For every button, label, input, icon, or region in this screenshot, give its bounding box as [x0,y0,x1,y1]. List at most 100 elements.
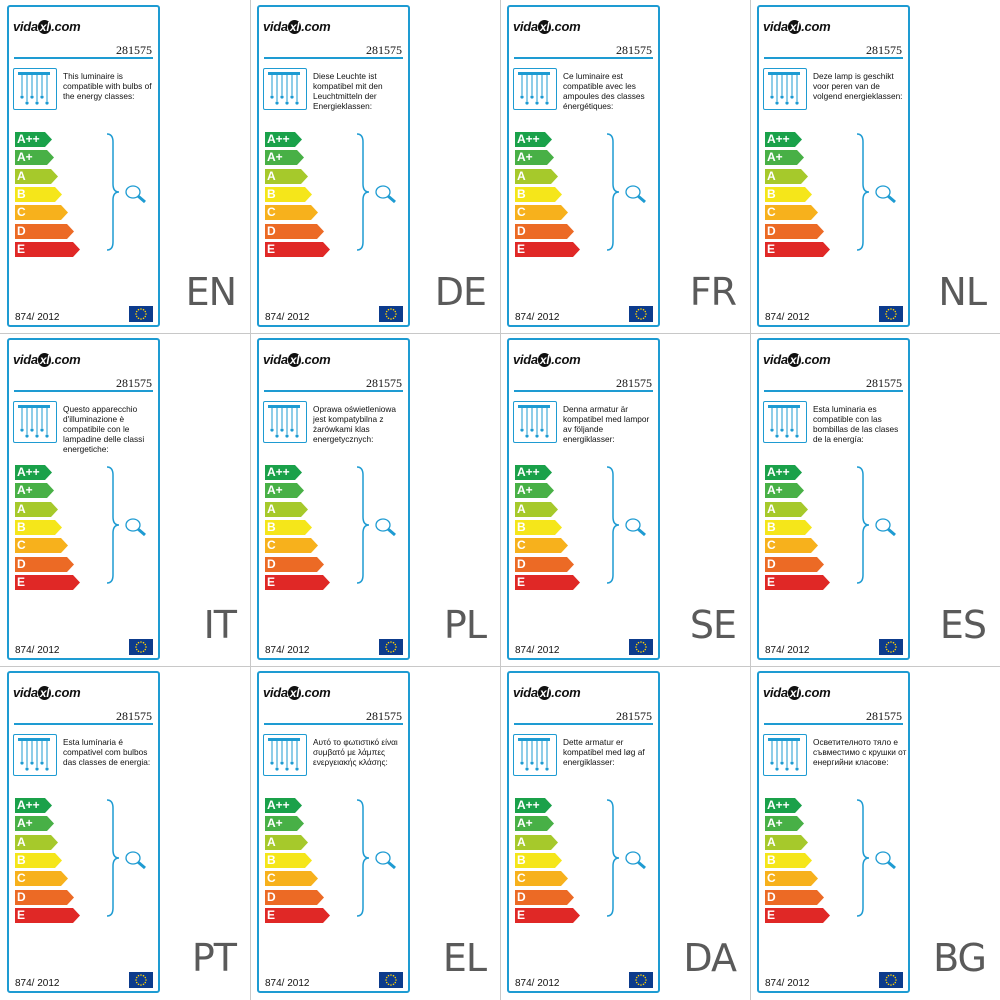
bracket-icon [606,466,620,584]
energy-class-Aplus: A+ [15,150,71,166]
energy-class-letter: B [767,519,776,534]
energy-class-letter: B [767,852,776,867]
energy-class-letter: A+ [17,150,33,165]
energy-class-letter: C [17,871,26,886]
bulb-icon [875,518,896,537]
brand-logo-pre: vida [513,19,538,34]
energy-class-arrow [15,907,80,923]
eu-flag-icon [129,972,153,988]
bulb-icon [875,185,896,204]
brand-logo-post: .com [551,19,581,34]
language-code: SE [689,603,737,647]
brand-logo-pre: vida [763,685,788,700]
energy-class-C: C [265,205,321,221]
energy-class-arrow [765,132,802,147]
energy-class-arrow [265,816,304,832]
energy-class-arrow [265,574,330,590]
language-code: BG [933,936,987,980]
brand-logo-mark: xl [537,20,552,34]
energy-class-Aplus: A+ [765,483,821,499]
eu-flag-icon [379,306,403,322]
energy-class-C: C [515,538,571,554]
energy-class-letter: B [17,519,26,534]
energy-class-arrow [765,574,830,590]
energy-class-letter: A [517,834,526,849]
bracket-icon [606,799,620,917]
label-cell: vida xl .com 281575 Questo apparecchio d'ill… [0,333,250,666]
eu-flag-icon [879,639,903,655]
energy-label-card: vida xl .com 281575 Esta lumínaria é compati… [7,671,160,993]
energy-class-letter: A+ [517,483,533,498]
energy-class-letter: A [517,501,526,516]
energy-class-A: A [515,501,571,517]
energy-class-letter: E [267,574,276,589]
brand-logo: vida xl .com [13,685,81,700]
energy-class-arrow [515,834,558,850]
energy-class-letter: B [267,519,276,534]
energy-class-B: B [515,852,571,868]
energy-class-A: A [265,501,321,517]
bracket-icon [356,466,370,584]
header-divider [264,390,403,392]
compatibility-text: Esta luminaria es compatible con las bom… [813,404,899,444]
energy-class-arrow [15,150,54,166]
energy-label-card: vida xl .com 281575 Αυτό το φωτιστικό είναι … [257,671,410,993]
energy-class-Aplusplus: A++ [515,132,571,147]
eu-flag-icon [129,639,153,655]
energy-class-C: C [765,205,821,221]
energy-class-arrow [265,223,324,239]
energy-class-letter: B [767,186,776,201]
chandelier-icon [513,68,557,110]
grid-divider [250,0,251,1000]
brand-logo: vida xl .com [763,19,831,34]
energy-class-D: D [265,556,324,572]
energy-class-letter: C [767,538,776,553]
header-divider [264,57,403,59]
brand-logo-pre: vida [13,19,38,34]
bracket-icon [356,133,370,251]
product-code: 281575 [616,376,652,390]
header-divider [14,723,153,725]
energy-class-letter: A++ [17,132,40,146]
energy-class-C: C [765,538,821,554]
eu-flag-icon [879,306,903,322]
energy-class-letter: A++ [17,465,40,479]
bulb-icon [125,185,146,204]
chandelier-icon [763,68,807,110]
brand-logo-post: .com [801,685,831,700]
energy-class-letter: C [17,538,26,553]
energy-class-arrow [515,871,568,887]
brand-logo-post: .com [51,352,81,367]
energy-class-E: E [15,241,80,257]
brand-logo-pre: vida [763,352,788,367]
energy-class-letter: B [17,852,26,867]
energy-class-arrow [265,798,302,813]
energy-class-letter: D [767,889,776,904]
energy-class-arrow [15,574,80,590]
brand-logo-mark: xl [37,20,52,34]
energy-class-D: D [765,556,824,572]
energy-class-arrow [515,223,574,239]
brand-logo-mark: xl [37,353,52,367]
label-cell: vida xl .com 281575 Dette armatur er kompati… [500,666,750,999]
energy-class-A: A [15,501,71,517]
compatibility-text: Oprawa oświetleniowa jest kompatybilna z… [313,404,397,444]
bulb-icon [375,851,396,870]
energy-class-arrow [515,889,574,905]
label-cell: vida xl .com 281575 Denna armatur är kompati… [500,333,750,666]
product-code: 281575 [616,43,652,57]
bracket-icon [856,799,870,917]
compatibility-text: Ce luminaire est compatible avec les amp… [563,71,645,111]
brand-logo-pre: vida [263,352,288,367]
energy-class-arrow [515,483,554,499]
energy-class-C: C [15,538,71,554]
language-code: FR [689,270,737,314]
compatibility-text: Deze lamp is geschikt voor peren van de … [813,71,903,101]
energy-class-letter: A+ [267,816,283,831]
bracket-icon [356,799,370,917]
energy-class-letter: A [17,168,26,183]
product-code: 281575 [116,43,152,57]
compatibility-text: Questo apparecchio d'illuminazione è com… [63,404,145,454]
energy-class-arrow [765,798,802,813]
